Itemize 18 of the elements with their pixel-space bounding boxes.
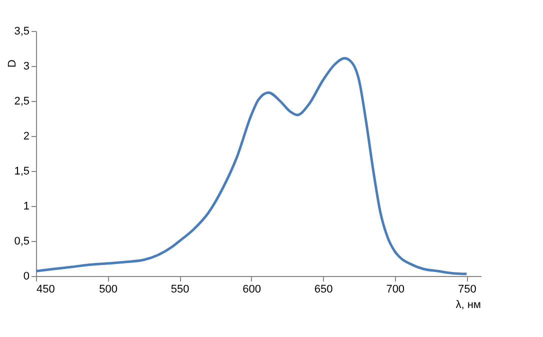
x-tick-label: 500 — [99, 284, 118, 296]
y-tick-label: 0 — [23, 270, 30, 282]
y-tick-label: 2,5 — [14, 96, 30, 108]
y-tick-label: 1,5 — [14, 166, 30, 178]
y-tick-label: 1 — [23, 200, 30, 212]
x-tick-label: 550 — [170, 284, 190, 296]
x-tick-label: 650 — [314, 284, 333, 296]
y-tick-label: 3 — [23, 60, 30, 72]
y-tick-label: 3,5 — [14, 26, 30, 38]
y-tick-label: 2 — [23, 130, 30, 142]
y-tick-label: 0,5 — [14, 236, 30, 248]
x-tick-label: 600 — [242, 284, 261, 296]
line-series — [34, 57, 468, 276]
x-tick-label: 700 — [386, 284, 405, 296]
x-axis-title: λ, нм — [456, 299, 481, 311]
x-tick-label: 750 — [458, 284, 476, 296]
x-tick-label: 450 — [36, 284, 55, 296]
y-axis-title: D — [6, 59, 18, 68]
